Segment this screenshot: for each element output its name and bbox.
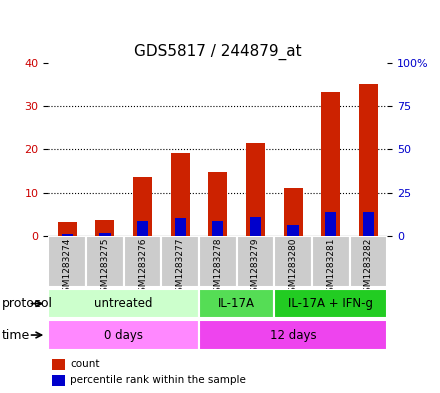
Bar: [52, 375, 65, 386]
Bar: [284, 188, 303, 236]
Bar: [175, 218, 186, 236]
Bar: [199, 236, 237, 287]
Bar: [287, 224, 299, 236]
Bar: [246, 143, 265, 236]
Text: GSM1283282: GSM1283282: [364, 237, 373, 298]
Bar: [199, 289, 274, 318]
Bar: [359, 84, 378, 236]
Text: 0 days: 0 days: [104, 329, 143, 342]
Bar: [171, 153, 190, 236]
Bar: [250, 217, 261, 236]
Text: GSM1283280: GSM1283280: [289, 237, 297, 298]
Text: GSM1283278: GSM1283278: [213, 237, 222, 298]
Bar: [99, 233, 110, 236]
Bar: [48, 320, 199, 350]
Bar: [325, 213, 337, 236]
Text: GSM1283275: GSM1283275: [100, 237, 110, 298]
Bar: [62, 234, 73, 236]
Text: time: time: [2, 329, 30, 342]
Bar: [237, 236, 274, 287]
Bar: [274, 289, 387, 318]
Text: percentile rank within the sample: percentile rank within the sample: [70, 375, 246, 385]
Title: GDS5817 / 244879_at: GDS5817 / 244879_at: [134, 44, 301, 60]
Bar: [48, 289, 199, 318]
Text: IL-17A: IL-17A: [218, 297, 255, 310]
Bar: [95, 220, 114, 236]
Bar: [133, 177, 152, 236]
Text: GSM1283276: GSM1283276: [138, 237, 147, 298]
Text: count: count: [70, 359, 100, 369]
Text: GSM1283277: GSM1283277: [176, 237, 185, 298]
Bar: [209, 172, 227, 236]
Bar: [86, 236, 124, 287]
Bar: [274, 236, 312, 287]
Text: protocol: protocol: [2, 297, 53, 310]
Bar: [58, 222, 77, 236]
Text: GSM1283274: GSM1283274: [63, 237, 72, 298]
Bar: [48, 236, 86, 287]
Bar: [161, 236, 199, 287]
Bar: [137, 221, 148, 236]
Bar: [321, 92, 340, 236]
Text: GSM1283279: GSM1283279: [251, 237, 260, 298]
Text: GSM1283281: GSM1283281: [326, 237, 335, 298]
Bar: [212, 220, 224, 236]
Bar: [349, 236, 387, 287]
Bar: [199, 320, 387, 350]
Text: untreated: untreated: [95, 297, 153, 310]
Bar: [52, 359, 65, 369]
Bar: [124, 236, 161, 287]
Bar: [312, 236, 349, 287]
Bar: [363, 213, 374, 236]
Text: 12 days: 12 days: [270, 329, 316, 342]
Text: IL-17A + IFN-g: IL-17A + IFN-g: [288, 297, 373, 310]
